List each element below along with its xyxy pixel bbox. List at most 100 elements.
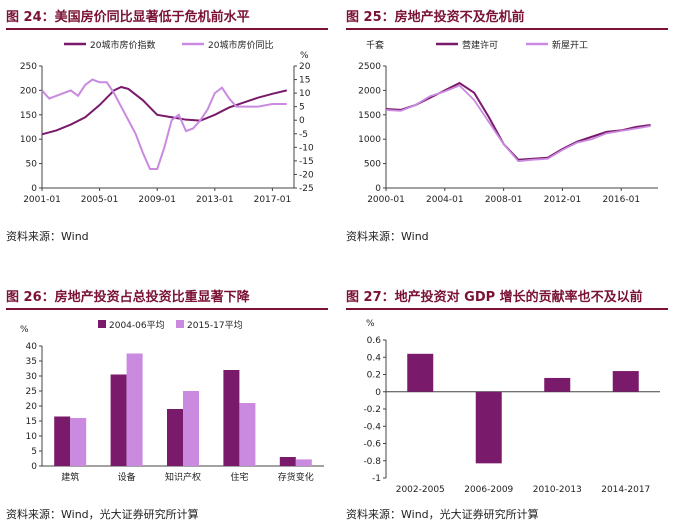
legend-label: 营建许可 — [462, 39, 498, 51]
y-tick-label: 1000 — [358, 135, 381, 145]
panel-title: 图 25：房地产投资不及危机前 — [346, 10, 525, 25]
x-tick-label: 2008-01 — [485, 195, 523, 205]
bar-1 — [110, 374, 127, 466]
y-unit: % — [366, 319, 375, 329]
panel-title: 图 27：地产投资对 GDP 增长的贡献率也不及以前 — [346, 290, 643, 305]
y-tick-label: 150 — [20, 111, 37, 121]
chart-24: 0 50 100 150 200 250 -25 -20 -15 -10 -5 0 5 10 15 20% 20… — [20, 39, 314, 205]
y-tick-label: 0 — [31, 462, 37, 472]
title-rule — [6, 308, 328, 310]
y-tick-label: -0.2 — [363, 405, 381, 415]
legend-label: 2004-06平均 — [109, 319, 165, 331]
x-tick-label: 住宅 — [230, 471, 248, 483]
y-tick-label: 200 — [20, 86, 37, 96]
source-note: 资料来源：Wind — [346, 230, 429, 243]
y-tick-label: 40 — [26, 342, 38, 352]
y-tick-label: 0 — [31, 184, 37, 194]
y2-tick-label: 5 — [299, 103, 305, 113]
y-tick-label: 1500 — [358, 111, 381, 121]
source-note: 资料来源：Wind，光大证券研究所计算 — [6, 508, 199, 521]
x-tick-label: 知识产权 — [165, 471, 201, 483]
y2-tick-label: -10 — [299, 143, 314, 153]
y2-tick-label: 10 — [299, 89, 311, 99]
y-tick-label: 50 — [26, 160, 38, 170]
y-tick-label: -1 — [372, 474, 381, 484]
source-note: 资料来源：Wind，光大证券研究所计算 — [346, 508, 539, 521]
bar — [475, 391, 502, 464]
panel-26: 图 26：房地产投资占总投资比重显著下降 0 5 10 15 20 25 30 35 40% 建筑… — [2, 280, 332, 526]
chart-27: -1 -0.8 -0.6 -0.4 -0.2 0 0.2 0.4 0.6% 2002-2005 20… — [363, 319, 660, 495]
x-tick-label: 建筑 — [61, 471, 79, 483]
source-note: 资料来源：Wind — [6, 230, 89, 243]
x-tick-label: 2016-01 — [602, 195, 640, 205]
y-tick-label: 0.6 — [367, 336, 382, 346]
y-tick-label: 25 — [26, 387, 37, 397]
y-tick-label: 10 — [26, 432, 38, 442]
bar — [544, 377, 571, 392]
panel-title: 图 24：美国房价同比显著低于危机前水平 — [6, 10, 250, 25]
series-line-1 — [41, 85, 288, 136]
bar-2 — [295, 459, 312, 466]
y-tick-label: 100 — [20, 135, 37, 145]
y-unit: 千套 — [366, 39, 384, 51]
x-tick-label: 2004-01 — [426, 195, 464, 205]
y-tick-label: 30 — [26, 372, 38, 382]
legend-swatch — [98, 320, 106, 328]
y-tick-label: -0.6 — [363, 440, 381, 450]
y-unit: % — [20, 325, 29, 335]
x-tick-label: 2017-01 — [254, 195, 292, 205]
panel-24: 图 24：美国房价同比显著低于危机前水平 0 50 100 150 200 250 -25-… — [2, 0, 332, 245]
x-tick-label: 2012-01 — [544, 195, 582, 205]
y-tick-label: 2500 — [358, 62, 381, 72]
chart-26: 0 5 10 15 20 25 30 35 40% 建筑 设备 知识产权 住宅 存货变化 2004-06平均… — [20, 319, 324, 483]
y-tick-label: -0.4 — [363, 422, 381, 432]
series-line-2 — [41, 78, 287, 171]
panel-25: 图 25：房地产投资不及危机前 0 500 1000 1500 2000 2500 千套 20… — [342, 0, 672, 245]
bar-1 — [279, 457, 296, 466]
series-line-1 — [385, 81, 651, 161]
x-tick-label: 2002-2005 — [396, 485, 445, 495]
bar-1 — [223, 370, 240, 466]
y2-tick-label: 0 — [299, 116, 305, 126]
x-tick-label: 2013-01 — [196, 195, 234, 205]
x-tick-label: 2005-01 — [81, 195, 119, 205]
y-tick-label: 0 — [375, 388, 381, 398]
bar — [407, 353, 434, 392]
y2-tick-label: -20 — [299, 170, 314, 180]
legend-swatch — [176, 320, 184, 328]
x-tick-label: 2010-2013 — [533, 485, 582, 495]
y-tick-label: 250 — [20, 62, 37, 72]
x-tick-label: 2006-2009 — [464, 485, 513, 495]
title-rule — [6, 28, 328, 30]
legend-label: 20城市房价同比 — [208, 39, 273, 51]
y-tick-label: 15 — [26, 417, 37, 427]
x-tick-label: 2014-2017 — [601, 485, 650, 495]
y2-tick-label: 20 — [299, 62, 311, 72]
y2-tick-label: -25 — [299, 184, 314, 194]
y-tick-label: 0.4 — [367, 353, 382, 363]
y-tick-label: 20 — [26, 402, 38, 412]
y-tick-label: 0.2 — [367, 371, 381, 381]
y-tick-label: 5 — [31, 447, 37, 457]
x-tick-label: 2000-01 — [367, 195, 405, 205]
bar-2 — [70, 418, 87, 466]
legend-label: 2015-17平均 — [187, 319, 243, 331]
y2-tick-label: -15 — [299, 157, 314, 167]
y-tick-label: 35 — [26, 357, 37, 367]
y2-tick-label: -5 — [299, 130, 308, 140]
bar-2 — [183, 391, 199, 466]
panel-title: 图 26：房地产投资占总投资比重显著下降 — [6, 290, 250, 305]
y-tick-label: 0 — [375, 184, 381, 194]
x-tick-label: 2009-01 — [138, 195, 176, 205]
bar-2 — [239, 403, 256, 466]
title-rule — [346, 28, 668, 30]
title-rule — [346, 308, 668, 310]
x-tick-label: 2001-01 — [23, 195, 61, 205]
y2-unit: % — [300, 51, 309, 61]
legend-label: 20城市房价指数 — [90, 39, 155, 51]
bar-1 — [54, 416, 71, 466]
y-tick-label: -0.8 — [363, 457, 381, 467]
x-tick-label: 设备 — [118, 471, 136, 483]
bar-1 — [167, 409, 183, 466]
y-tick-label: 500 — [364, 160, 381, 170]
